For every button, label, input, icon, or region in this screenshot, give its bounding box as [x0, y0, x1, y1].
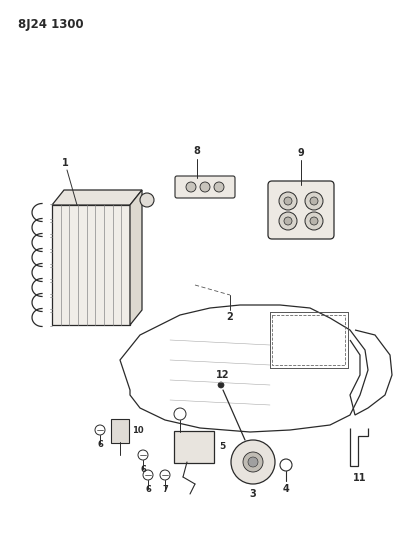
Text: 10: 10	[132, 426, 143, 435]
Circle shape	[309, 217, 317, 225]
Circle shape	[283, 217, 291, 225]
Text: 6: 6	[145, 486, 150, 495]
Polygon shape	[130, 190, 142, 325]
Text: 6: 6	[140, 465, 146, 474]
Circle shape	[247, 457, 257, 467]
Text: 7: 7	[162, 486, 168, 495]
FancyBboxPatch shape	[267, 181, 333, 239]
Text: 6: 6	[97, 440, 103, 449]
Polygon shape	[52, 205, 130, 325]
FancyBboxPatch shape	[174, 176, 235, 198]
Circle shape	[217, 382, 223, 388]
Text: 2: 2	[226, 312, 233, 322]
Text: 9: 9	[297, 148, 304, 158]
Circle shape	[186, 182, 196, 192]
Polygon shape	[52, 190, 142, 205]
Text: 4: 4	[282, 484, 289, 494]
Circle shape	[278, 212, 296, 230]
Circle shape	[231, 440, 274, 484]
Circle shape	[309, 197, 317, 205]
Circle shape	[200, 182, 209, 192]
Text: 5: 5	[219, 442, 225, 451]
Circle shape	[213, 182, 223, 192]
Circle shape	[140, 193, 154, 207]
Circle shape	[304, 212, 322, 230]
Circle shape	[242, 452, 262, 472]
Circle shape	[304, 192, 322, 210]
FancyBboxPatch shape	[174, 431, 213, 463]
Circle shape	[283, 197, 291, 205]
Text: 11: 11	[352, 473, 366, 483]
Text: 8: 8	[193, 146, 200, 156]
Text: 8J24 1300: 8J24 1300	[18, 18, 83, 31]
Text: 1: 1	[61, 158, 68, 168]
FancyBboxPatch shape	[111, 419, 129, 443]
Circle shape	[278, 192, 296, 210]
Text: 3: 3	[249, 489, 256, 499]
Text: 12: 12	[216, 370, 229, 380]
